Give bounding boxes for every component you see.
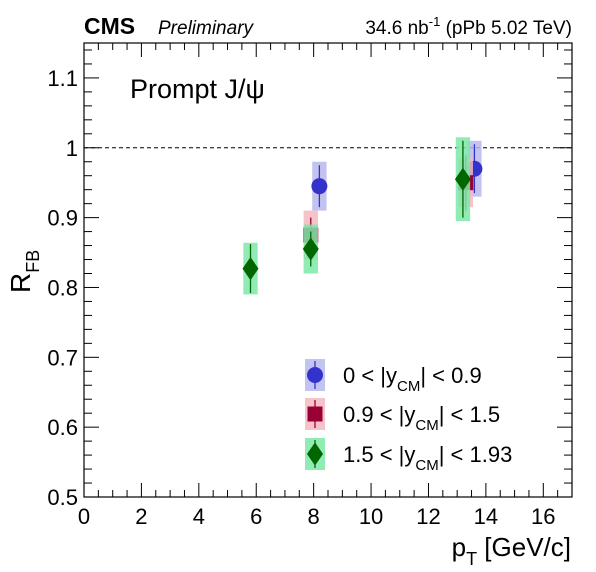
y-tick-label: 0.8: [47, 275, 78, 300]
data-series: [242, 137, 483, 295]
legend: 0 < |yCM| < 0.9 0.9 < |yCM| < 1.5 1.5 < |y…: [305, 359, 512, 474]
legend-label: 0.9 < |yCM| < 1.5: [343, 402, 500, 434]
lumi-label: 34.6 nb-1 (pPb 5.02 TeV): [365, 14, 572, 39]
legend-label: 0 < |yCM| < 0.9: [343, 363, 482, 395]
y-tick-label: 1.1: [47, 66, 78, 91]
legend-marker: [307, 367, 323, 383]
x-tick-label: 6: [250, 504, 262, 529]
legend-marker: [307, 406, 323, 422]
x-tick-label: 4: [193, 504, 205, 529]
legend-marker: [307, 442, 323, 466]
data-point: [242, 257, 259, 281]
data-point: [302, 237, 319, 261]
lumi-exponent: -1: [429, 14, 441, 29]
series-diamond: [242, 137, 471, 295]
y-tick-label: 0.7: [47, 345, 78, 370]
legend-label: 1.5 < |yCM| < 1.93: [343, 442, 512, 474]
plot-frame: [83, 42, 573, 498]
data-point: [454, 167, 471, 191]
x-tick-label: 2: [135, 504, 147, 529]
y-axis-main: R: [5, 273, 36, 293]
collision-system: (pPb 5.02 TeV): [440, 18, 572, 39]
data-point: [311, 178, 328, 195]
x-tick-label: 14: [474, 504, 498, 529]
x-tick-label: 12: [416, 504, 440, 529]
y-tick-label: 0.6: [47, 415, 78, 440]
y-tick-label: 1: [66, 136, 78, 161]
lumi-value: 34.6 nb: [365, 18, 428, 39]
y-axis-sub: FB: [23, 250, 43, 273]
panel-label: Prompt J/ψ: [130, 74, 265, 104]
x-axis-title: pT [GeV/c]: [452, 532, 571, 569]
series-square: [303, 154, 474, 260]
x-axis-main: p: [452, 532, 466, 562]
y-axis-title: RFB: [5, 250, 43, 293]
x-tick-label: 10: [359, 504, 383, 529]
status-label: Preliminary: [158, 18, 255, 39]
y-tick-label: 0.5: [47, 485, 78, 510]
x-tick-label: 16: [531, 504, 555, 529]
x-tick-label: 0: [78, 504, 90, 529]
x-tick-label: 8: [308, 504, 320, 529]
experiment-label: CMS: [84, 13, 135, 39]
x-axis-sub: T: [466, 549, 477, 569]
x-axis-unit: [GeV/c]: [477, 532, 571, 562]
y-tick-label: 0.9: [47, 206, 78, 231]
axis-ticks: 0 2 4 6 8 10 12 14 16 0.5 0.6 0.7 0.8 0.9 1 1.1: [47, 43, 573, 529]
